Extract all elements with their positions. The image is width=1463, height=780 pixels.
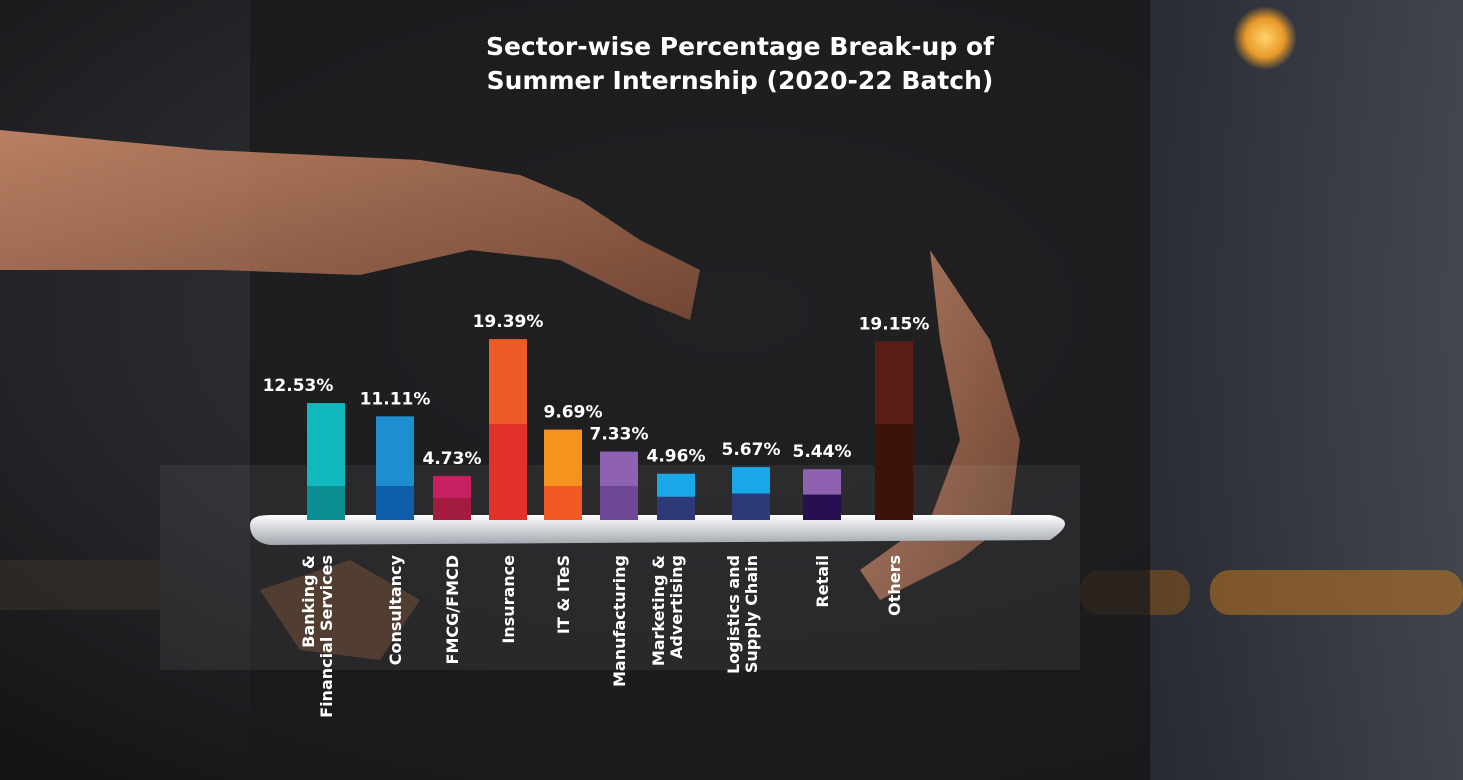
value-label-5: 9.69% — [544, 403, 603, 423]
category-label-10: Others — [885, 555, 904, 616]
bar-3-upper — [433, 475, 471, 498]
chart-title: Sector-wise Percentage Break-up of Summe… — [370, 30, 1110, 98]
bar-10 — [875, 341, 913, 520]
bar-4 — [489, 339, 527, 520]
bar-8 — [732, 467, 770, 520]
bar-7-upper — [657, 473, 695, 497]
bar-5-upper — [544, 429, 582, 486]
value-label-3: 4.73% — [423, 449, 482, 469]
value-label-4: 19.39% — [473, 312, 544, 332]
bar-1-upper — [307, 403, 345, 486]
bar-9 — [803, 469, 841, 520]
bar-6-upper — [600, 451, 638, 486]
category-label-8: Logistics andSupply Chain — [724, 555, 761, 674]
category-label-5: IT & ITeS — [554, 555, 573, 634]
value-label-2: 11.11% — [360, 389, 431, 409]
bar-3 — [433, 475, 471, 520]
bar-6-lower — [600, 486, 638, 520]
bar-5-lower — [544, 486, 582, 520]
category-label-9: Retail — [813, 555, 832, 608]
bar-10-upper — [875, 341, 913, 424]
bar-10-lower — [875, 424, 913, 520]
value-label-7: 4.96% — [647, 447, 706, 467]
bar-7-lower — [657, 496, 695, 520]
category-label-1: Banking &Financial Services — [299, 555, 336, 718]
bar-3-lower — [433, 497, 471, 520]
value-label-9: 5.44% — [793, 442, 852, 462]
category-label-4: Insurance — [499, 555, 518, 644]
bar-2-upper — [376, 416, 414, 486]
value-label-10: 19.15% — [859, 314, 930, 334]
bar-7 — [657, 473, 695, 520]
bar-6 — [600, 451, 638, 520]
bar-5 — [544, 429, 582, 520]
bar-8-upper — [732, 467, 770, 494]
bar-1-lower — [307, 486, 345, 520]
value-label-8: 5.67% — [722, 440, 781, 460]
bar-2 — [376, 416, 414, 520]
category-label-3: FMCG/FMCD — [443, 555, 462, 664]
bar-9-upper — [803, 469, 841, 495]
category-label-7: Marketing &Advertising — [649, 555, 686, 666]
value-label-1: 12.53% — [263, 376, 334, 396]
category-label-6: Manufacturing — [610, 555, 629, 687]
bar-4-lower — [489, 424, 527, 520]
bar-9-lower — [803, 494, 841, 520]
bar-1 — [307, 403, 345, 520]
bar-4-upper — [489, 339, 527, 424]
chart-title-line-1: Sector-wise Percentage Break-up of — [485, 32, 995, 61]
chart-title-line-2: Summer Internship (2020-22 Batch) — [486, 66, 994, 95]
category-label-2: Consultancy — [386, 554, 405, 665]
value-label-6: 7.33% — [590, 425, 649, 445]
bar-8-lower — [732, 493, 770, 520]
bar-2-lower — [376, 486, 414, 520]
